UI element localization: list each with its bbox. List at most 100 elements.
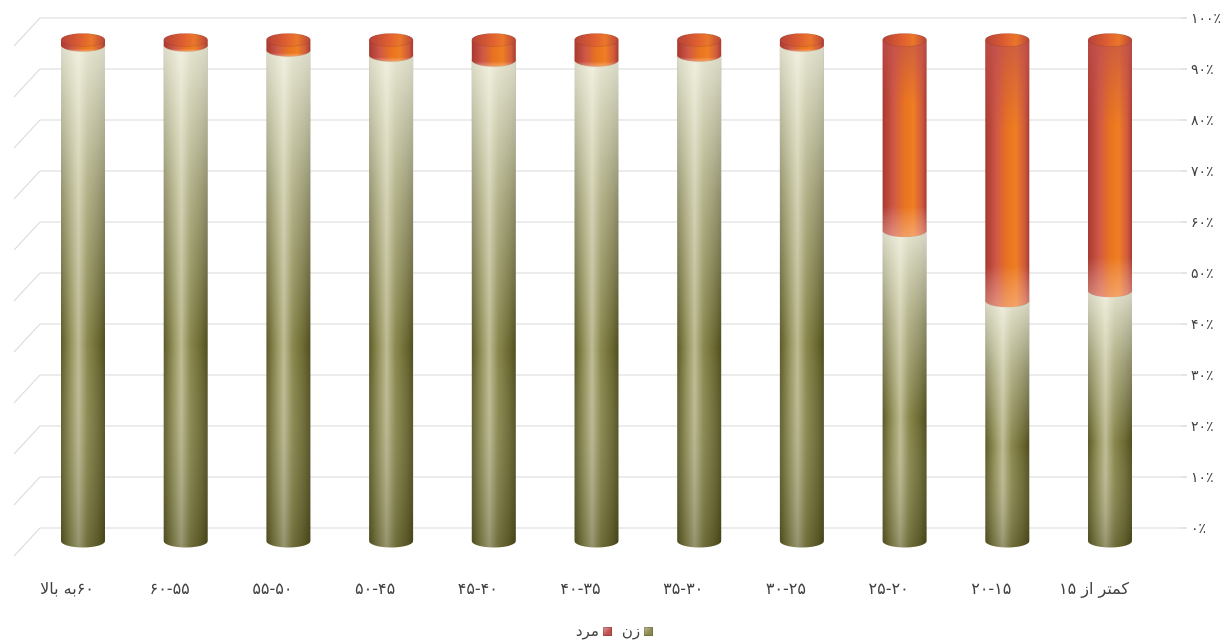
y-tick-label: ۸۰٪ [1191, 113, 1214, 129]
legend-swatch-men [602, 626, 612, 636]
legend: زن مرد [0, 621, 1229, 641]
y-tick-label: ۱۰۰٪ [1191, 11, 1221, 27]
stacked-bar-segment [1087, 33, 1133, 298]
stacked-bar-segment [1087, 283, 1133, 548]
segment-shading [1088, 284, 1132, 548]
segment-shading [163, 38, 208, 548]
segment-cap [266, 33, 311, 47]
stacked-bar-segment [60, 33, 106, 52]
cylinder-bar [163, 33, 208, 548]
segment-shading [574, 53, 619, 548]
cylinder-bar [882, 33, 927, 548]
x-tick-label: ۲۵-۲۰ [869, 579, 909, 598]
stacked-bar-segment [574, 33, 619, 67]
side-wall-gridline [13, 119, 41, 149]
cylinder-bar [1087, 33, 1133, 548]
y-tick-label: ۲۰٪ [1191, 419, 1214, 435]
segment-shading [985, 294, 1030, 548]
segment-cap [471, 33, 517, 47]
x-tick-label: ۳۰-۲۵ [766, 579, 806, 598]
stacked-bar-segment [882, 33, 927, 237]
side-wall-gridline [13, 476, 41, 506]
cylinder-bar [984, 33, 1030, 548]
side-wall-gridline [13, 374, 41, 404]
segment-shading [1088, 33, 1132, 298]
stacked-bar-segment [984, 293, 1030, 548]
segment-shading [882, 223, 927, 548]
stacked-bar-segment [779, 33, 825, 52]
y-tick-label: ۹۰٪ [1191, 62, 1214, 78]
segment-cap [984, 33, 1030, 47]
stacked-bar-segment [471, 33, 517, 67]
side-wall-gridline [13, 221, 41, 251]
side-wall-gridline [13, 17, 41, 47]
stacked-bar-segment [574, 53, 619, 548]
cylinder-bar [60, 33, 106, 548]
y-tick-label: ۵۰٪ [1191, 266, 1214, 282]
stacked-bar-segment [882, 223, 927, 548]
x-tick-label: ۶۰به بالا [40, 579, 94, 598]
x-tick-label: ۲۰-۱۵ [971, 579, 1011, 598]
x-tick-label: کمتر از ۱۵ [1059, 579, 1129, 599]
stacked-bar-segment [779, 38, 825, 548]
segment-cap [60, 33, 106, 47]
cylinder-bars [60, 33, 1133, 548]
y-tick-label: ۳۰٪ [1191, 368, 1214, 384]
segment-cap [676, 33, 722, 47]
x-tick-label: ۳۵-۳۰ [663, 579, 703, 598]
side-wall-gridline [13, 272, 41, 302]
stacked-bar-segment [676, 33, 722, 62]
stacked-bar-segment [60, 38, 106, 548]
side-wall-gridline [13, 425, 41, 455]
cylinder-bar [676, 33, 722, 548]
stacked-bar-segment [163, 38, 208, 548]
legend-label-women: زن [621, 622, 641, 640]
segment-cap [779, 33, 825, 47]
cylinder-bar [779, 33, 825, 548]
segment-shading [985, 33, 1030, 308]
segment-cap [163, 33, 208, 47]
side-wall-gridline [13, 170, 41, 200]
cylinder-bar [266, 33, 311, 548]
y-tick-label: ۶۰٪ [1191, 215, 1214, 231]
y-tick-label: ۱۰٪ [1191, 470, 1214, 486]
segment-shading [266, 43, 311, 548]
stacked-bar-segment [163, 33, 208, 52]
y-tick-label: ۴۰٪ [1191, 317, 1214, 333]
x-tick-label: ۵۰-۴۵ [355, 579, 395, 598]
stacked-bar-segment [984, 33, 1030, 308]
legend-item-women: زن [621, 622, 654, 640]
x-tick-label: ۶۰-۵۵ [150, 579, 190, 598]
legend-label-men: مرد [575, 622, 599, 640]
stacked-bar-segment [676, 48, 722, 548]
segment-shading [369, 48, 414, 548]
segment-shading [677, 48, 722, 548]
side-wall-gridline [13, 527, 41, 557]
axis-labels: ۰٪ ۱۰٪ ۲۰٪ ۳۰٪ ۴۰٪ ۵۰٪ ۶۰٪ ۷۰٪ ۸۰٪ ۹۰٪ ۱۰۰٪ کمتر از… [40, 11, 1221, 599]
x-tick-label: ۴۵-۴۰ [458, 579, 498, 598]
cylinder-bar [368, 33, 414, 548]
stacked-bar-segment [368, 48, 414, 548]
stacked-bar-segment [266, 43, 311, 548]
segment-cap [882, 33, 927, 47]
segment-shading [471, 53, 516, 548]
legend-item-men: مرد [576, 622, 612, 640]
segment-shading [61, 38, 105, 548]
cylinder-bar [574, 33, 619, 548]
y-tick-label: ۰٪ [1191, 521, 1206, 537]
y-tick-label: ۷۰٪ [1191, 164, 1214, 180]
legend-swatch-women [644, 626, 654, 636]
cylinder-bar [471, 33, 517, 548]
segment-cap [1087, 33, 1133, 47]
x-tick-label: ۵۵-۵۰ [252, 579, 292, 598]
segment-shading [882, 33, 927, 237]
stacked-bar-segment [471, 53, 517, 548]
side-wall-gridline [13, 323, 41, 353]
stacked-bar-segment [266, 33, 311, 57]
segment-cap [368, 33, 414, 47]
x-tick-label: ۴۰-۳۵ [560, 579, 600, 598]
segment-cap [574, 33, 619, 47]
segment-shading [779, 38, 824, 548]
side-wall-gridline [13, 68, 41, 98]
